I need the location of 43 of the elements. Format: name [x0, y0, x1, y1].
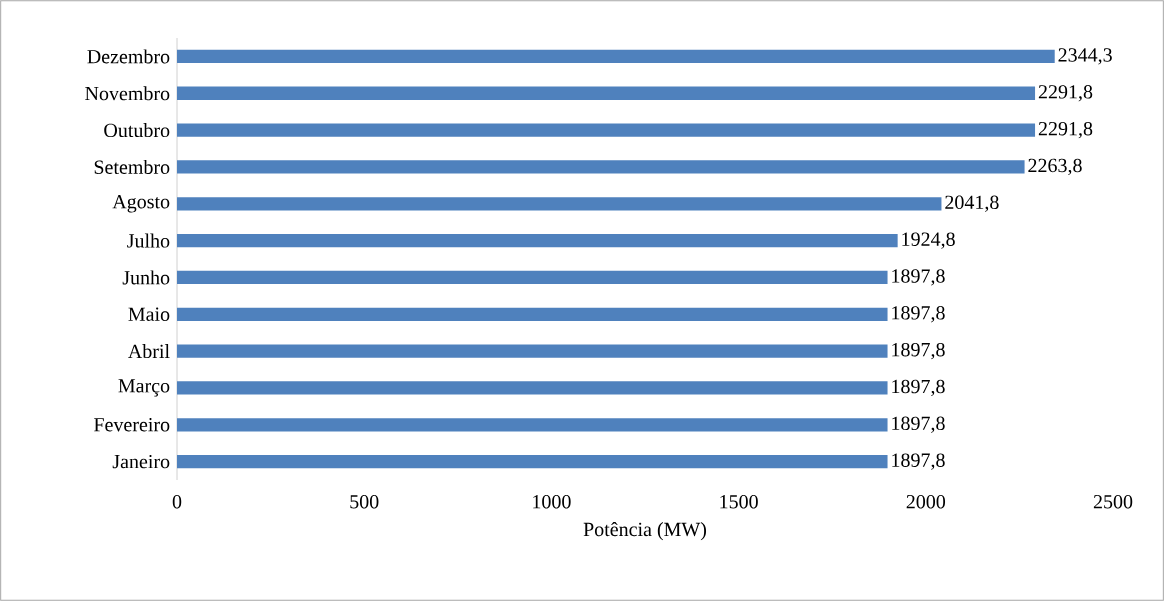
x-tick-label: 1500	[720, 494, 758, 509]
bar	[177, 49, 1055, 64]
data-label: 2291,8	[1038, 121, 1093, 139]
y-tick-label: Abril	[128, 344, 170, 359]
x-tick-label: 2500	[1093, 494, 1133, 509]
x-tick-label: 1000	[533, 494, 571, 509]
bar	[177, 381, 888, 395]
y-tick-label: Setembro	[94, 159, 170, 174]
data-label: 2344,3	[1058, 48, 1112, 65]
bar	[177, 160, 1025, 174]
bar	[177, 270, 888, 285]
data-label: 1897,8	[892, 453, 945, 470]
y-tick-label: Novembro	[85, 86, 170, 101]
x-axis-title: Potência (MW)	[583, 522, 707, 541]
data-label: 2041,8	[945, 195, 999, 212]
bar	[177, 344, 888, 358]
data-label: 1897,8	[892, 269, 945, 286]
x-tick-label: 500	[350, 494, 379, 509]
y-tick-label: Julho	[127, 233, 170, 248]
y-tick-label: Maio	[128, 307, 170, 321]
x-tick-label: 2000	[906, 494, 946, 509]
bar	[177, 454, 888, 469]
x-tick-label: 0	[172, 494, 182, 509]
y-tick-label: Janeiro	[112, 454, 170, 469]
data-label: 1897,8	[892, 379, 945, 397]
data-label: 1897,8	[892, 342, 945, 360]
bar	[177, 233, 898, 248]
bar	[177, 86, 1036, 100]
data-label: 1897,8	[892, 306, 945, 323]
bar	[177, 197, 942, 211]
data-label: 2263,8	[1028, 158, 1082, 176]
bar	[177, 307, 888, 321]
y-tick-label: Fevereiro	[94, 418, 170, 432]
data-label: 1924,8	[902, 232, 955, 249]
y-tick-label: Junho	[122, 270, 170, 285]
data-label: 1897,8	[892, 416, 945, 433]
bar	[177, 123, 1036, 137]
y-tick-label: Março	[118, 379, 170, 397]
data-label: 2291,8	[1038, 85, 1093, 102]
y-tick-label: Dezembro	[87, 49, 170, 64]
bar	[177, 418, 888, 432]
y-tick-label: Agosto	[112, 195, 170, 213]
y-tick-label: Outubro	[104, 123, 170, 138]
